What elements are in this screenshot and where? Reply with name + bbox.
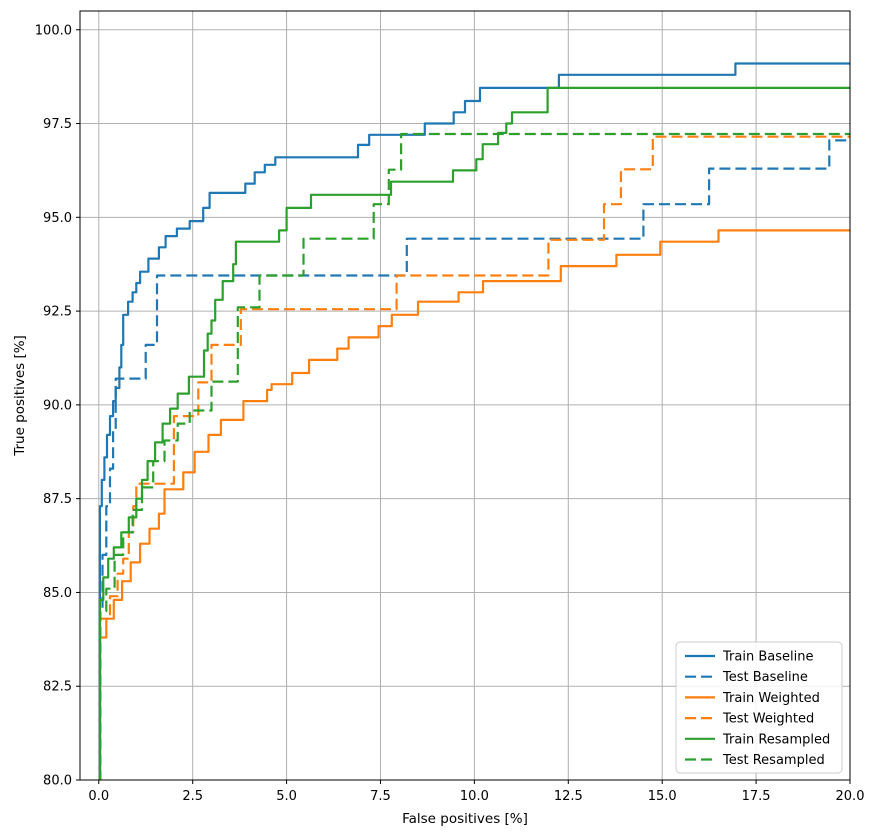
y-tick-label: 95.0 xyxy=(43,211,72,226)
legend-label: Train Resampled xyxy=(722,732,830,747)
legend-label: Test Weighted xyxy=(722,712,814,727)
legend-item-test-baseline: Test Baseline xyxy=(685,670,808,685)
y-tick-label: 92.5 xyxy=(43,305,72,320)
x-tick-label: 15.0 xyxy=(648,789,677,804)
legend-label: Train Baseline xyxy=(722,650,813,665)
legend-label: Test Resampled xyxy=(722,753,825,768)
legend-box xyxy=(675,641,843,774)
y-tick-label: 82.5 xyxy=(43,680,72,695)
tick-labels: 0.0 2.5 5.0 7.5 10.0 12.5 15.0 17.5 20.0 80.0 82.5… xyxy=(35,23,865,804)
series-group xyxy=(98,62,850,780)
x-tick-label: 12.5 xyxy=(554,789,583,804)
series-line-train-weighted xyxy=(98,229,850,780)
plot-border xyxy=(79,10,851,781)
legend: Train Baseline Test Baseline Train Weighte… xyxy=(675,641,843,774)
x-axis-label: False positives [%] xyxy=(402,811,528,827)
legend-item-train-resampled: Train Resampled xyxy=(685,732,830,747)
gridlines xyxy=(80,11,851,781)
legend-label: Test Baseline xyxy=(722,670,808,685)
x-tick-label: 5.0 xyxy=(276,789,297,804)
y-tick-label: 80.0 xyxy=(43,774,72,789)
y-tick-label: 90.0 xyxy=(43,398,72,413)
x-tick-label: 2.5 xyxy=(182,789,203,804)
x-tick-label: 7.5 xyxy=(370,789,391,804)
series-line-test-weighted xyxy=(98,135,850,780)
legend-label: Train Weighted xyxy=(722,691,820,706)
x-tick-label: 10.0 xyxy=(460,789,489,804)
ticks xyxy=(76,29,851,784)
legend-item-train-baseline: Train Baseline xyxy=(685,650,813,665)
x-tick-label: 17.5 xyxy=(742,789,771,804)
y-axis-label: True positives [%] xyxy=(12,335,28,457)
legend-item-test-resampled: Test Resampled xyxy=(685,753,825,768)
series-line-test-resampled xyxy=(98,132,850,780)
y-tick-label: 85.0 xyxy=(43,586,72,601)
legend-item-test-weighted: Test Weighted xyxy=(685,712,814,727)
x-tick-label: 20.0 xyxy=(836,789,865,804)
series-line-train-baseline xyxy=(98,62,850,780)
x-tick-label: 0.0 xyxy=(88,789,109,804)
series-line-test-baseline xyxy=(98,139,850,780)
legend-item-train-weighted: Train Weighted xyxy=(685,691,820,706)
y-tick-label: 100.0 xyxy=(35,23,72,38)
y-tick-label: 97.5 xyxy=(43,117,72,132)
y-tick-label: 87.5 xyxy=(43,492,72,507)
